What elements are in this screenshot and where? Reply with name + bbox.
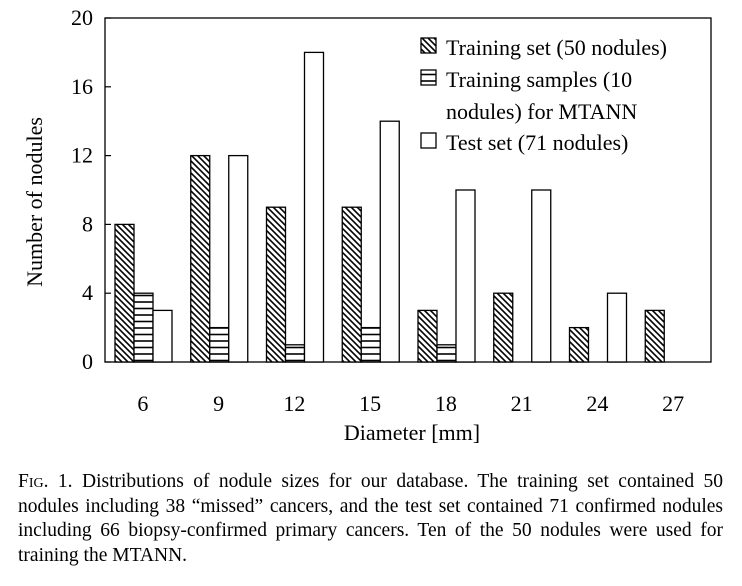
bar-test-set — [228, 154, 249, 363]
bar-training-set — [568, 326, 590, 363]
bar-training-set — [417, 309, 438, 363]
y-tick-label: 12 — [71, 143, 93, 168]
figure-caption: Fig. 1. Distributions of nodule sizes fo… — [18, 470, 723, 568]
legend-label: nodules) for MTANN — [446, 99, 637, 124]
bar-training-samples — [209, 326, 230, 363]
y-axis-label: Number of nodules — [22, 117, 47, 287]
x-tick-label: 15 — [359, 391, 381, 416]
x-tick-label: 12 — [283, 391, 305, 416]
y-tick-label: 16 — [71, 74, 93, 99]
bar-training-set — [114, 223, 135, 363]
axes-group: 0 4 8 12 16 20 6 9 12 15 18 21 24 27 — [71, 5, 684, 416]
legend-swatch — [420, 69, 437, 86]
bar-test-set — [606, 292, 628, 363]
caption-text: Distributions of nodule sizes for our da… — [18, 471, 724, 566]
bars-group — [114, 51, 665, 363]
legend-label: Test set (71 nodules) — [446, 130, 628, 155]
y-tick-label: 0 — [82, 349, 93, 374]
bar-test-set — [152, 309, 173, 363]
legend-swatch — [420, 132, 437, 149]
y-tick-label: 8 — [82, 211, 93, 236]
plot-frame — [104, 17, 712, 363]
plot-area — [104, 17, 712, 363]
x-tick-label: 21 — [511, 391, 533, 416]
y-tick-label: 4 — [82, 280, 93, 305]
bar-training-set — [493, 292, 514, 363]
bar-test-set — [455, 189, 476, 363]
x-tick-label: 6 — [137, 391, 148, 416]
legend-label: Training set (50 nodules) — [446, 35, 667, 60]
x-tick-label: 24 — [586, 391, 608, 416]
figure-label: Fig. 1. — [18, 471, 73, 492]
bar-training-samples — [436, 344, 457, 363]
y-tick-label: 20 — [71, 5, 93, 30]
bar-training-set — [341, 206, 362, 363]
legend-swatch — [420, 37, 437, 54]
bar-training-samples — [284, 344, 306, 363]
bar-training-samples — [360, 326, 381, 363]
bar-training-set — [644, 309, 665, 363]
bar-chart: 0 4 8 12 16 20 6 9 12 15 18 21 24 27 Training set (50… — [22, 5, 712, 445]
bar-training-set — [265, 206, 287, 363]
legend-label: Training samples (10 — [446, 67, 632, 92]
legend: Training set (50 nodules) Training sample… — [420, 35, 667, 155]
bar-training-set — [190, 154, 211, 363]
x-tick-label: 27 — [662, 391, 684, 416]
x-tick-label: 18 — [435, 391, 457, 416]
bar-test-set — [379, 120, 400, 363]
bar-test-set — [531, 189, 552, 363]
bar-test-set — [303, 51, 325, 363]
bar-training-samples — [133, 292, 154, 363]
x-axis-label: Diameter [mm] — [344, 420, 480, 445]
x-tick-label: 9 — [213, 391, 224, 416]
